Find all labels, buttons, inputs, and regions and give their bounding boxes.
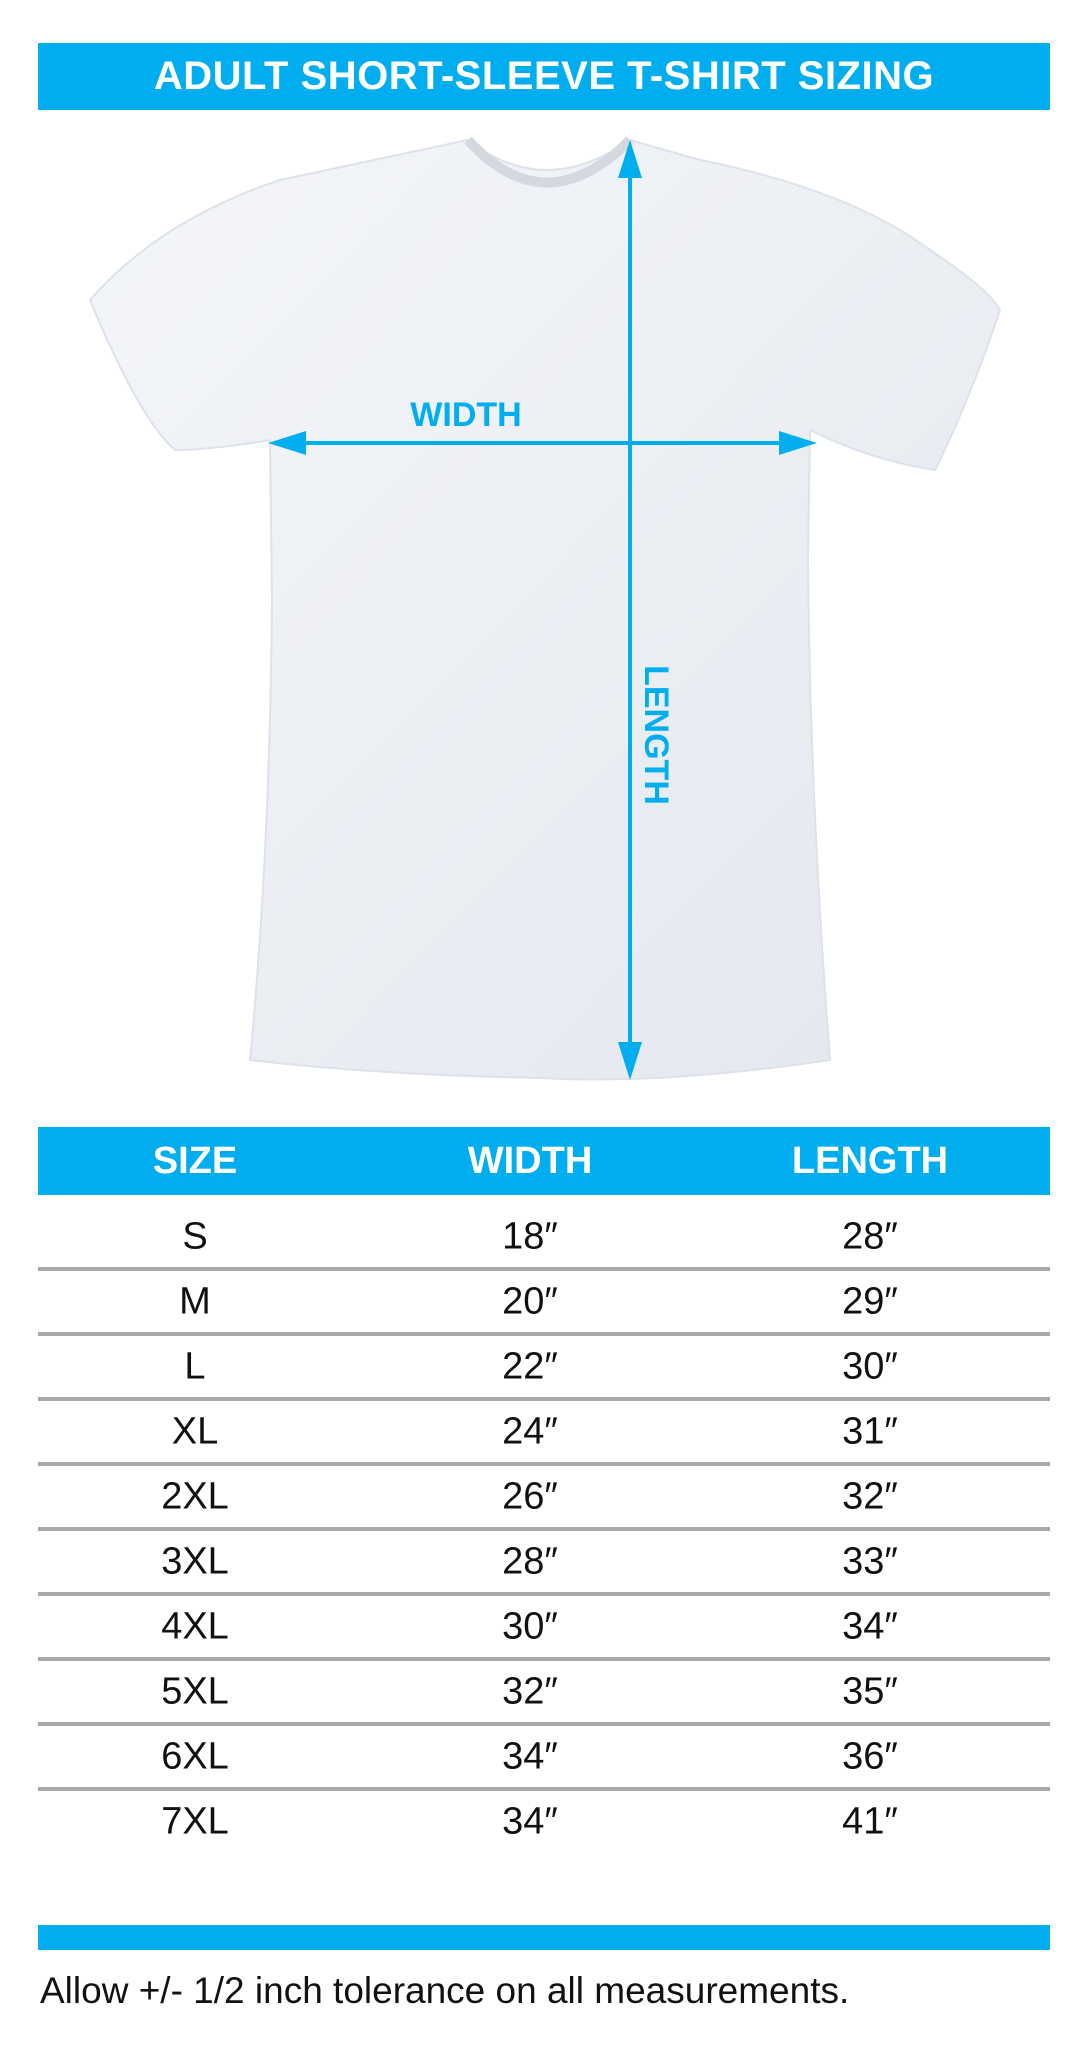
table-row: L 22″ 30″ — [38, 1334, 1050, 1399]
tolerance-note: Allow +/- 1/2 inch tolerance on all meas… — [40, 1970, 850, 2011]
cell-width: 34″ — [502, 1735, 558, 1777]
cell-length: 28″ — [842, 1215, 898, 1257]
table-row: 7XL 34″ 41″ — [38, 1789, 1050, 1854]
row-divider — [38, 1267, 1050, 1271]
length-arrow — [618, 140, 642, 1080]
cell-length: 30″ — [842, 1345, 898, 1387]
cell-length: 41″ — [842, 1800, 898, 1842]
header-length: LENGTH — [791, 1139, 949, 1182]
table-row: XL 24″ 31″ — [38, 1399, 1050, 1464]
header-size: SIZE — [152, 1139, 238, 1182]
table-row: 3XL 28″ 33″ — [38, 1529, 1050, 1594]
width-label: WIDTH — [410, 396, 521, 434]
cell-size: S — [182, 1215, 208, 1257]
row-divider — [38, 1592, 1050, 1596]
table-row: M 20″ 29″ — [38, 1269, 1050, 1334]
cell-width: 28″ — [502, 1540, 558, 1582]
row-divider — [38, 1657, 1050, 1661]
row-divider — [38, 1397, 1050, 1401]
cell-size: 3XL — [161, 1540, 229, 1582]
row-divider — [38, 1527, 1050, 1531]
row-divider — [38, 1462, 1050, 1466]
cell-size: 2XL — [161, 1475, 229, 1517]
row-divider — [38, 1787, 1050, 1791]
table-row: 5XL 32″ 35″ — [38, 1659, 1050, 1724]
tshirt-shape — [88, 138, 1002, 1081]
header-width: WIDTH — [467, 1139, 593, 1182]
table-header: SIZE WIDTH LENGTH — [38, 1127, 1050, 1195]
cell-length: 32″ — [842, 1475, 898, 1517]
table-row: S 18″ 28″ — [38, 1204, 1050, 1269]
title-banner: ADULT SHORT-SLEEVE T-SHIRT SIZING — [38, 43, 1050, 110]
cell-size: L — [184, 1345, 206, 1387]
bottom-bar — [38, 1925, 1050, 1950]
length-label: LENGTH — [637, 665, 675, 805]
cell-width: 22″ — [502, 1345, 558, 1387]
cell-length: 35″ — [842, 1670, 898, 1712]
row-divider — [38, 1332, 1050, 1336]
cell-width: 32″ — [502, 1670, 558, 1712]
cell-width: 18″ — [502, 1215, 558, 1257]
cell-size: M — [179, 1280, 211, 1322]
cell-length: 36″ — [842, 1735, 898, 1777]
cell-size: 5XL — [161, 1670, 229, 1712]
cell-width: 34″ — [502, 1800, 558, 1842]
cell-size: 6XL — [161, 1735, 229, 1777]
width-arrow — [268, 431, 817, 455]
cell-size: 7XL — [161, 1800, 229, 1842]
cell-width: 26″ — [502, 1475, 558, 1517]
table-row: 2XL 26″ 32″ — [38, 1464, 1050, 1529]
cell-length: 29″ — [842, 1280, 898, 1322]
cell-length: 34″ — [842, 1605, 898, 1647]
cell-width: 24″ — [502, 1410, 558, 1452]
table-row: 6XL 34″ 36″ — [38, 1724, 1050, 1789]
row-divider — [38, 1722, 1050, 1726]
table-row: 4XL 30″ 34″ — [38, 1594, 1050, 1659]
tshirt-diagram: WIDTH LENGTH — [88, 136, 1002, 1081]
cell-size: 4XL — [161, 1605, 229, 1647]
cell-size: XL — [171, 1410, 219, 1452]
cell-width: 20″ — [502, 1280, 558, 1322]
cell-length: 31″ — [842, 1410, 898, 1452]
cell-width: 30″ — [502, 1605, 558, 1647]
page-title: ADULT SHORT-SLEEVE T-SHIRT SIZING — [153, 54, 935, 98]
cell-length: 33″ — [842, 1540, 898, 1582]
